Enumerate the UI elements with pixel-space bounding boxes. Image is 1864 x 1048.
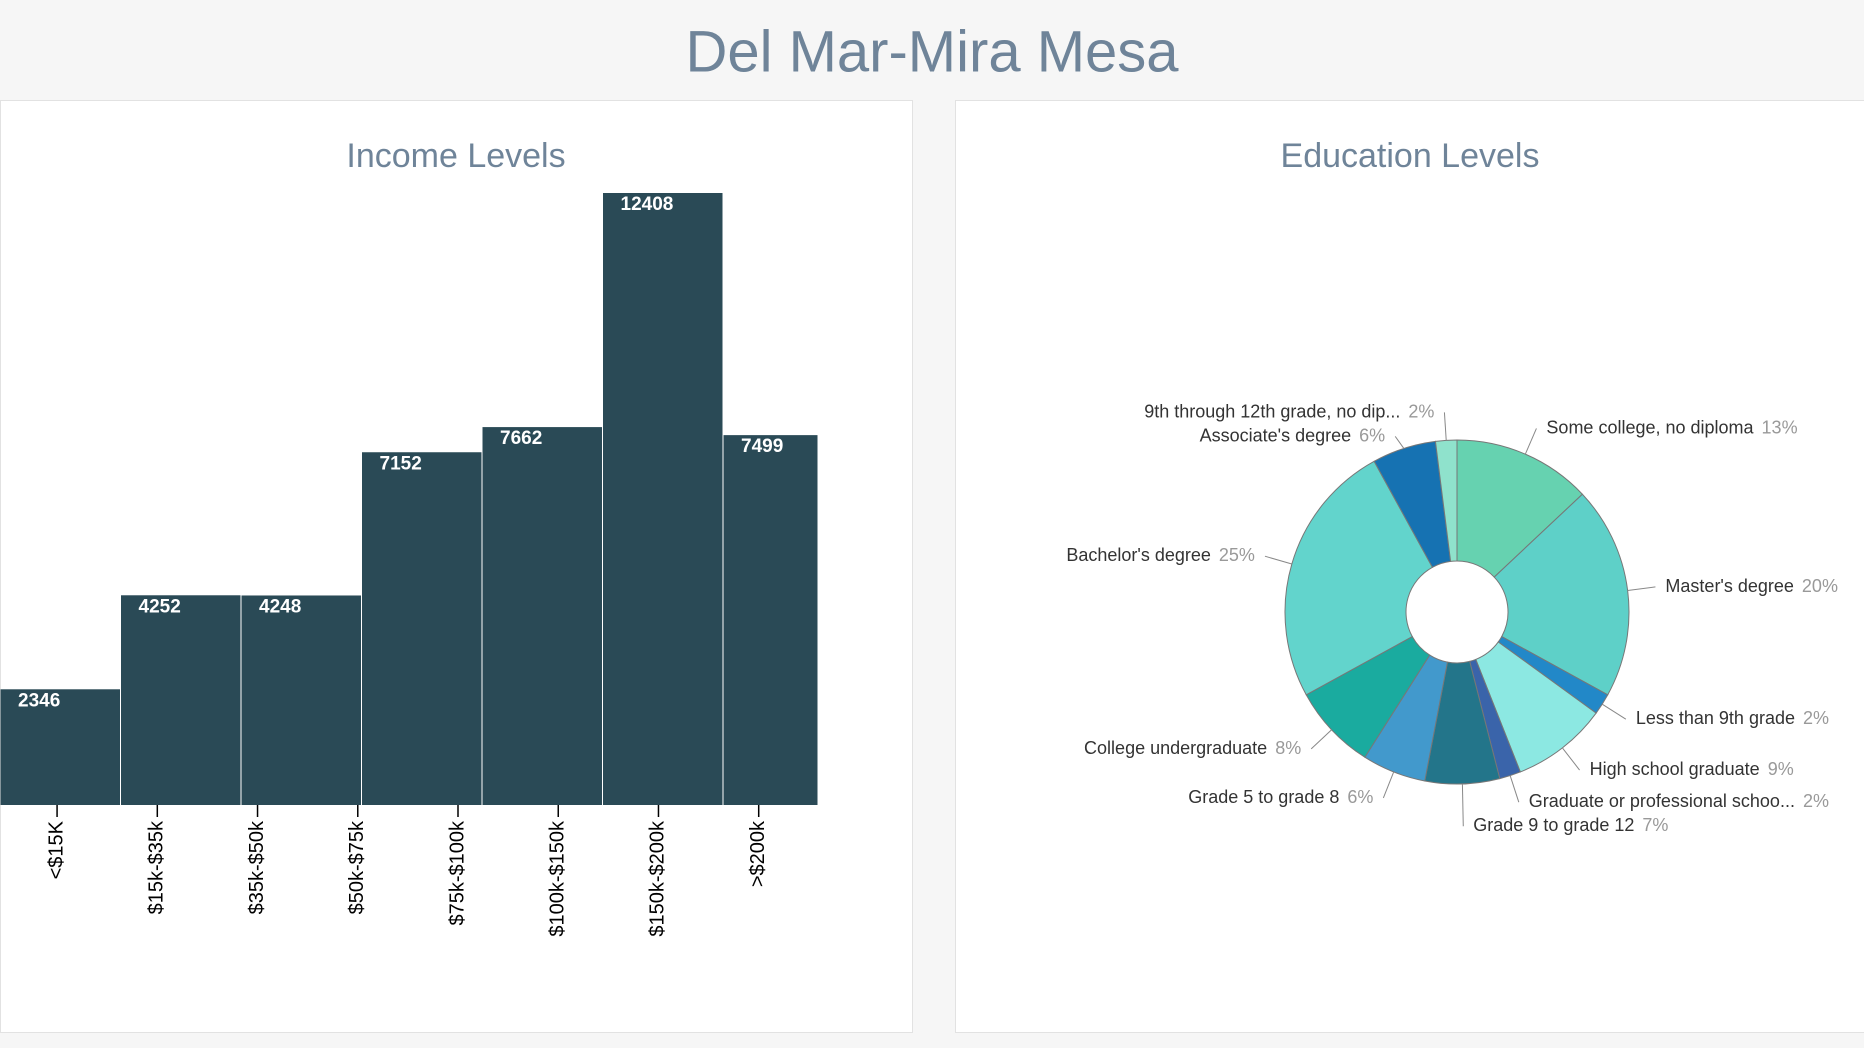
slice-name: Master's degree — [1665, 576, 1794, 596]
leader-line — [1264, 555, 1292, 565]
leader-line — [1443, 412, 1447, 441]
slice-value: 13% — [1762, 417, 1798, 437]
slice-name: Grade 9 to grade 12 — [1473, 815, 1634, 835]
bar — [482, 427, 602, 805]
slice-label: Associate's degree 6% — [1200, 425, 1386, 445]
leader-line — [1310, 729, 1332, 750]
bar — [362, 452, 482, 805]
slice-label: Graduate or professional schoo... 2% — [1529, 791, 1829, 811]
leader-line — [1382, 771, 1395, 799]
page-title: Del Mar-Mira Mesa — [685, 19, 1179, 84]
slice-label: Master's degree 20% — [1665, 576, 1838, 596]
slice-name: 9th through 12th grade, no dip... — [1144, 401, 1400, 421]
slice-label: College undergraduate 8% — [1084, 738, 1301, 758]
x-tick-label: $15k-$35k — [146, 820, 168, 914]
pie-slice — [1284, 460, 1434, 696]
bar — [723, 435, 818, 805]
slice-label: High school graduate 9% — [1590, 759, 1794, 779]
slice-label: 9th through 12th grade, no dip... 2% — [1144, 401, 1434, 421]
leader-line — [1394, 436, 1405, 449]
x-tick-label: $75k-$100k — [446, 820, 468, 926]
slice-name: Grade 5 to grade 8 — [1188, 787, 1339, 807]
leader-line — [1461, 783, 1464, 827]
bar — [121, 595, 241, 805]
x-tick-label: $50k-$75k — [346, 820, 368, 914]
slice-label: Less than 9th grade 2% — [1636, 708, 1829, 728]
bar-value-label: 2346 — [18, 690, 60, 711]
leader-line — [1601, 703, 1627, 720]
x-tick-label: $150k-$200k — [647, 820, 669, 937]
slice-value: 2% — [1408, 401, 1434, 421]
chart-title: Income Levels — [346, 137, 565, 175]
slice-value: 20% — [1802, 576, 1838, 596]
bar-value-label: 12408 — [621, 194, 674, 215]
leader-line — [1524, 428, 1537, 455]
slice-name: Some college, no diploma — [1546, 417, 1754, 437]
pie-slice — [1434, 439, 1458, 562]
leader-line — [1562, 747, 1580, 771]
bar — [0, 689, 120, 805]
slice-name: High school graduate — [1590, 759, 1760, 779]
bar-value-label: 4248 — [259, 596, 301, 617]
pie-slice — [1493, 493, 1630, 696]
slice-label: Grade 9 to grade 12 7% — [1473, 815, 1668, 835]
slice-value: 7% — [1642, 815, 1668, 835]
slice-value: 8% — [1275, 738, 1301, 758]
x-tick-label: <$15K — [45, 820, 67, 879]
bar-value-label: 7499 — [741, 436, 783, 457]
x-tick-label: >$200k — [747, 820, 769, 887]
slice-name: Associate's degree — [1200, 425, 1352, 445]
slice-label: Bachelor's degree 25% — [1066, 545, 1255, 565]
leader-line — [1627, 586, 1656, 591]
bar-value-label: 7152 — [380, 453, 422, 474]
slice-name: Less than 9th grade — [1636, 708, 1795, 728]
x-tick-label: $35k-$50k — [246, 820, 268, 914]
slice-name: Bachelor's degree — [1066, 545, 1211, 565]
slice-name: Graduate or professional schoo... — [1529, 791, 1795, 811]
bar-value-label: 4252 — [139, 596, 181, 617]
slice-value: 6% — [1359, 425, 1385, 445]
slice-label: Grade 5 to grade 8 6% — [1188, 787, 1373, 807]
bar-value-label: 7662 — [500, 428, 542, 449]
bar — [241, 595, 361, 805]
slice-value: 2% — [1803, 791, 1829, 811]
chart-title: Education Levels — [1281, 137, 1540, 175]
leader-line — [1509, 775, 1520, 803]
slice-name: College undergraduate — [1084, 738, 1267, 758]
slice-value: 9% — [1768, 759, 1794, 779]
slice-value: 6% — [1347, 787, 1373, 807]
slice-value: 25% — [1219, 545, 1255, 565]
pie-slice — [1456, 439, 1584, 578]
slice-value: 2% — [1803, 708, 1829, 728]
bar — [603, 193, 723, 805]
slice-label: Some college, no diploma 13% — [1546, 417, 1797, 437]
x-tick-label: $100k-$150k — [547, 820, 569, 937]
